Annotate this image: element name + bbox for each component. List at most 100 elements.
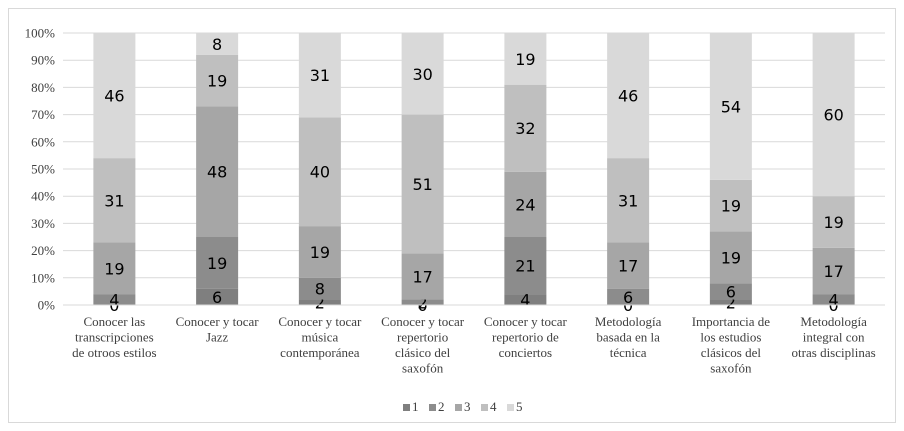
data-label: 19 [515, 50, 535, 69]
data-label: 6 [212, 288, 222, 307]
bar-segment [607, 158, 650, 243]
data-label: 17 [412, 267, 432, 286]
y-tick-label: 100% [25, 26, 56, 41]
bar-segment [709, 299, 752, 305]
legend-label: 5 [516, 399, 523, 414]
legend-swatch [455, 404, 462, 411]
bar-segment [504, 33, 547, 85]
data-label: 30 [412, 65, 432, 84]
data-label: 4 [829, 291, 839, 310]
x-category-label-line: saxofón [710, 361, 752, 376]
data-label: 17 [823, 262, 843, 281]
y-tick-label: 80% [31, 80, 55, 95]
data-label: 19 [823, 213, 843, 232]
bar-segment [607, 288, 650, 305]
x-category-label: Importancia de los estudios clásicos del sa… [692, 314, 771, 376]
x-category-label-line: música [301, 330, 338, 345]
bar-segment [298, 117, 341, 227]
bar-segment [709, 33, 752, 180]
x-category-label: Conocer las transcripciones de otroos esti… [72, 314, 157, 360]
data-label: 8 [212, 35, 222, 54]
bar-segment [504, 171, 547, 237]
bar-segment [812, 247, 855, 295]
chart-frame [8, 8, 896, 423]
y-tick-label: 70% [31, 107, 55, 122]
legend-swatch [481, 404, 488, 411]
x-category-label-line: Conocer y tocar [484, 314, 568, 329]
bar-segment [93, 242, 136, 295]
bar-segment [401, 299, 444, 305]
x-category-label-line: clásico del [395, 345, 451, 360]
data-label: 19 [207, 254, 227, 273]
data-label: 19 [310, 243, 330, 262]
y-tick-label: 10% [31, 270, 55, 285]
data-label: 46 [104, 87, 124, 106]
data-label: 21 [515, 257, 535, 276]
y-tick-label: 30% [31, 216, 55, 231]
data-label: 2 [726, 293, 736, 312]
data-label: 19 [207, 72, 227, 91]
legend-label: 3 [464, 399, 471, 414]
bar-segment [196, 54, 239, 107]
data-label: 19 [104, 259, 124, 278]
bar-segment [607, 33, 650, 159]
legend-swatch [507, 404, 514, 411]
bar-segment [504, 237, 547, 295]
x-category-label-line: contemporánea [280, 345, 360, 360]
data-label: 2 [315, 293, 325, 312]
y-tick-label: 60% [31, 134, 55, 149]
data-label: 60 [823, 106, 843, 125]
x-category-label-line: Metodología [595, 314, 662, 329]
x-category-label-line: conciertos [499, 345, 552, 360]
x-category-label-line: repertorio [397, 330, 448, 345]
bar-segment [196, 33, 239, 55]
x-category-label: Metodología basada en la técnica [595, 314, 662, 360]
bar-segment [812, 33, 855, 197]
bar-segment [504, 294, 547, 305]
x-category-label-line: de otroos estilos [72, 345, 157, 360]
x-category-label: Metodología integral con otras disciplinas [792, 314, 876, 360]
y-tick-label: 20% [31, 243, 55, 258]
legend-label: 2 [438, 399, 445, 414]
bar-segment [709, 231, 752, 284]
x-category-label-line: Conocer y tocar [278, 314, 362, 329]
x-category-label-line: integral con [803, 330, 865, 345]
legend-swatch [403, 404, 410, 411]
x-category-label: Conocer y tocar repertorio de conciertos [484, 314, 568, 360]
bar-segment [298, 226, 341, 278]
x-category-label-line: repertorio de [492, 330, 559, 345]
x-category-label-line: Conocer y tocar [381, 314, 465, 329]
x-category-label-line: Importancia de [692, 314, 771, 329]
data-label: 51 [412, 175, 432, 194]
bar-segment [709, 179, 752, 232]
x-category-label-line: saxofón [402, 361, 444, 376]
data-label: 40 [310, 163, 330, 182]
data-label: 54 [721, 97, 741, 116]
x-category-label-line: técnica [610, 345, 647, 360]
data-label: 48 [207, 163, 227, 182]
y-tick-label: 50% [31, 162, 55, 177]
bar-segment [298, 33, 341, 118]
data-label: 46 [618, 87, 638, 106]
bar-segment [93, 33, 136, 159]
data-label: 17 [618, 257, 638, 276]
data-label: 31 [618, 191, 638, 210]
data-label: 4 [109, 291, 119, 310]
x-category-label-line: Metodología [800, 314, 867, 329]
bar-segment [401, 253, 444, 300]
legend-label: 1 [412, 399, 419, 414]
bar-segment [93, 294, 136, 305]
x-category-label-line: Conocer las [84, 314, 146, 329]
x-category-label-line: clásicos del [701, 345, 762, 360]
bar-segment [607, 242, 650, 289]
data-label: 31 [104, 191, 124, 210]
bar-segment [93, 158, 136, 243]
data-label: 8 [315, 280, 325, 299]
bar-segment [298, 299, 341, 305]
bar-segment [196, 288, 239, 305]
x-category-label-line: los estudios [700, 330, 761, 345]
x-category-label-line: basada en la [596, 330, 660, 345]
data-label: 6 [726, 282, 736, 301]
bar-segment [504, 84, 547, 172]
y-tick-label: 40% [31, 189, 55, 204]
